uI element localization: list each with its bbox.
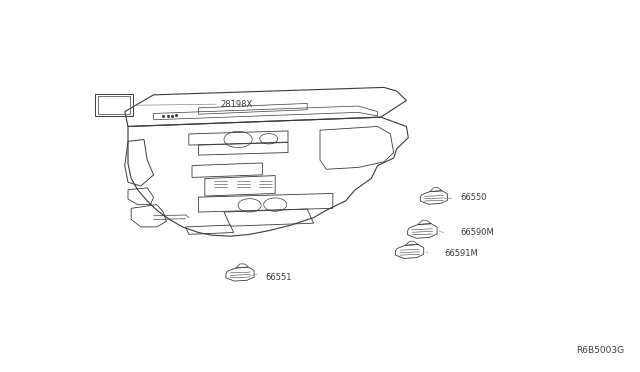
- Text: 28198X: 28198X: [221, 100, 253, 109]
- Text: 66551: 66551: [266, 273, 292, 282]
- Text: 66590M: 66590M: [461, 228, 495, 237]
- Text: 66550: 66550: [461, 193, 487, 202]
- Text: R6B5003G: R6B5003G: [576, 346, 624, 355]
- Text: 66591M: 66591M: [445, 249, 479, 258]
